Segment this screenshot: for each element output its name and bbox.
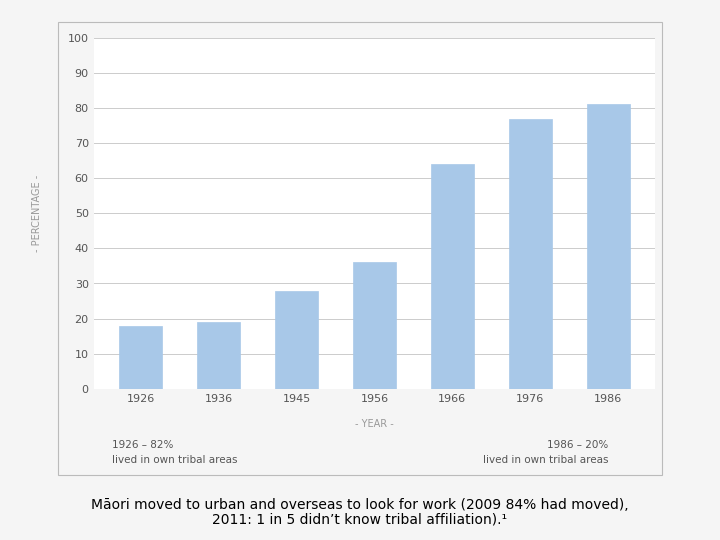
- Text: Māori moved to urban and overseas to look for work (2009 84% had moved),: Māori moved to urban and overseas to loo…: [91, 498, 629, 512]
- Bar: [197, 322, 240, 389]
- Text: lived in own tribal areas: lived in own tribal areas: [112, 455, 237, 465]
- Bar: [119, 326, 162, 389]
- Text: 1926 – 82%: 1926 – 82%: [112, 441, 173, 450]
- Bar: [509, 118, 552, 389]
- Text: 2011: 1 in 5 didn’t know tribal affiliation).¹: 2011: 1 in 5 didn’t know tribal affiliat…: [212, 512, 508, 526]
- Bar: [431, 164, 474, 389]
- Bar: [275, 291, 318, 389]
- Bar: [587, 105, 630, 389]
- Bar: [353, 262, 396, 389]
- Text: lived in own tribal areas: lived in own tribal areas: [483, 455, 608, 465]
- Text: - PERCENTAGE -: - PERCENTAGE -: [32, 174, 42, 252]
- Text: 1986 – 20%: 1986 – 20%: [547, 441, 608, 450]
- Text: - YEAR -: - YEAR -: [355, 419, 394, 429]
